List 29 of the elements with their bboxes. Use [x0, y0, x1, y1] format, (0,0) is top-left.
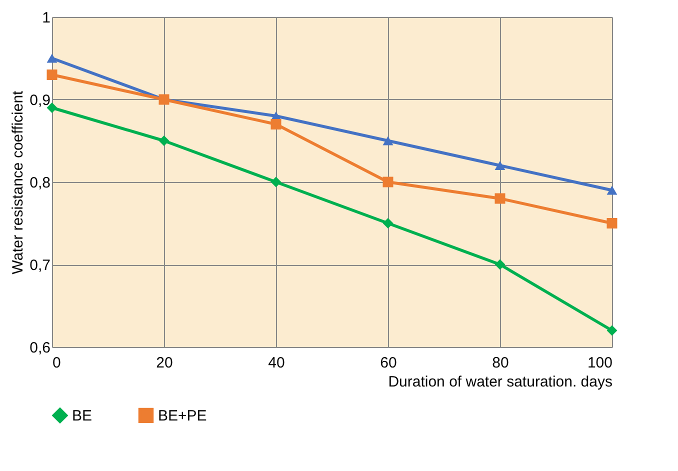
x-tick-label: 0: [52, 354, 61, 372]
x-axis-title: Duration of water saturation. days: [388, 374, 612, 390]
y-tick-label: 0,9: [30, 92, 50, 109]
point: [606, 186, 618, 195]
legend-label: BE+PE: [158, 407, 207, 424]
x-tick-label: 80: [492, 354, 509, 372]
point: [158, 136, 170, 146]
y-tick-label: 0,6: [30, 340, 50, 356]
x-tick-label: 40: [268, 354, 285, 372]
point: [606, 325, 618, 336]
point: [270, 176, 282, 188]
point: [606, 218, 618, 228]
x-tick-label: 20: [156, 354, 173, 372]
point: [382, 218, 394, 228]
point: [382, 176, 394, 188]
y-tick-label: 1: [42, 10, 50, 26]
x-tick-label: 60: [380, 354, 397, 372]
point: [494, 193, 506, 204]
point: [270, 119, 282, 130]
y-axis-title: Water resistance coefficient: [10, 90, 27, 274]
y-tick-label: 0,8: [30, 174, 50, 192]
x-tick-label: 100: [587, 354, 612, 372]
point: [46, 70, 58, 80]
point: [494, 259, 506, 270]
point: [494, 160, 506, 170]
point: [382, 136, 394, 146]
y-tick-label: 0,7: [30, 257, 50, 274]
point: [46, 54, 58, 63]
legend-label: BE: [72, 407, 92, 424]
